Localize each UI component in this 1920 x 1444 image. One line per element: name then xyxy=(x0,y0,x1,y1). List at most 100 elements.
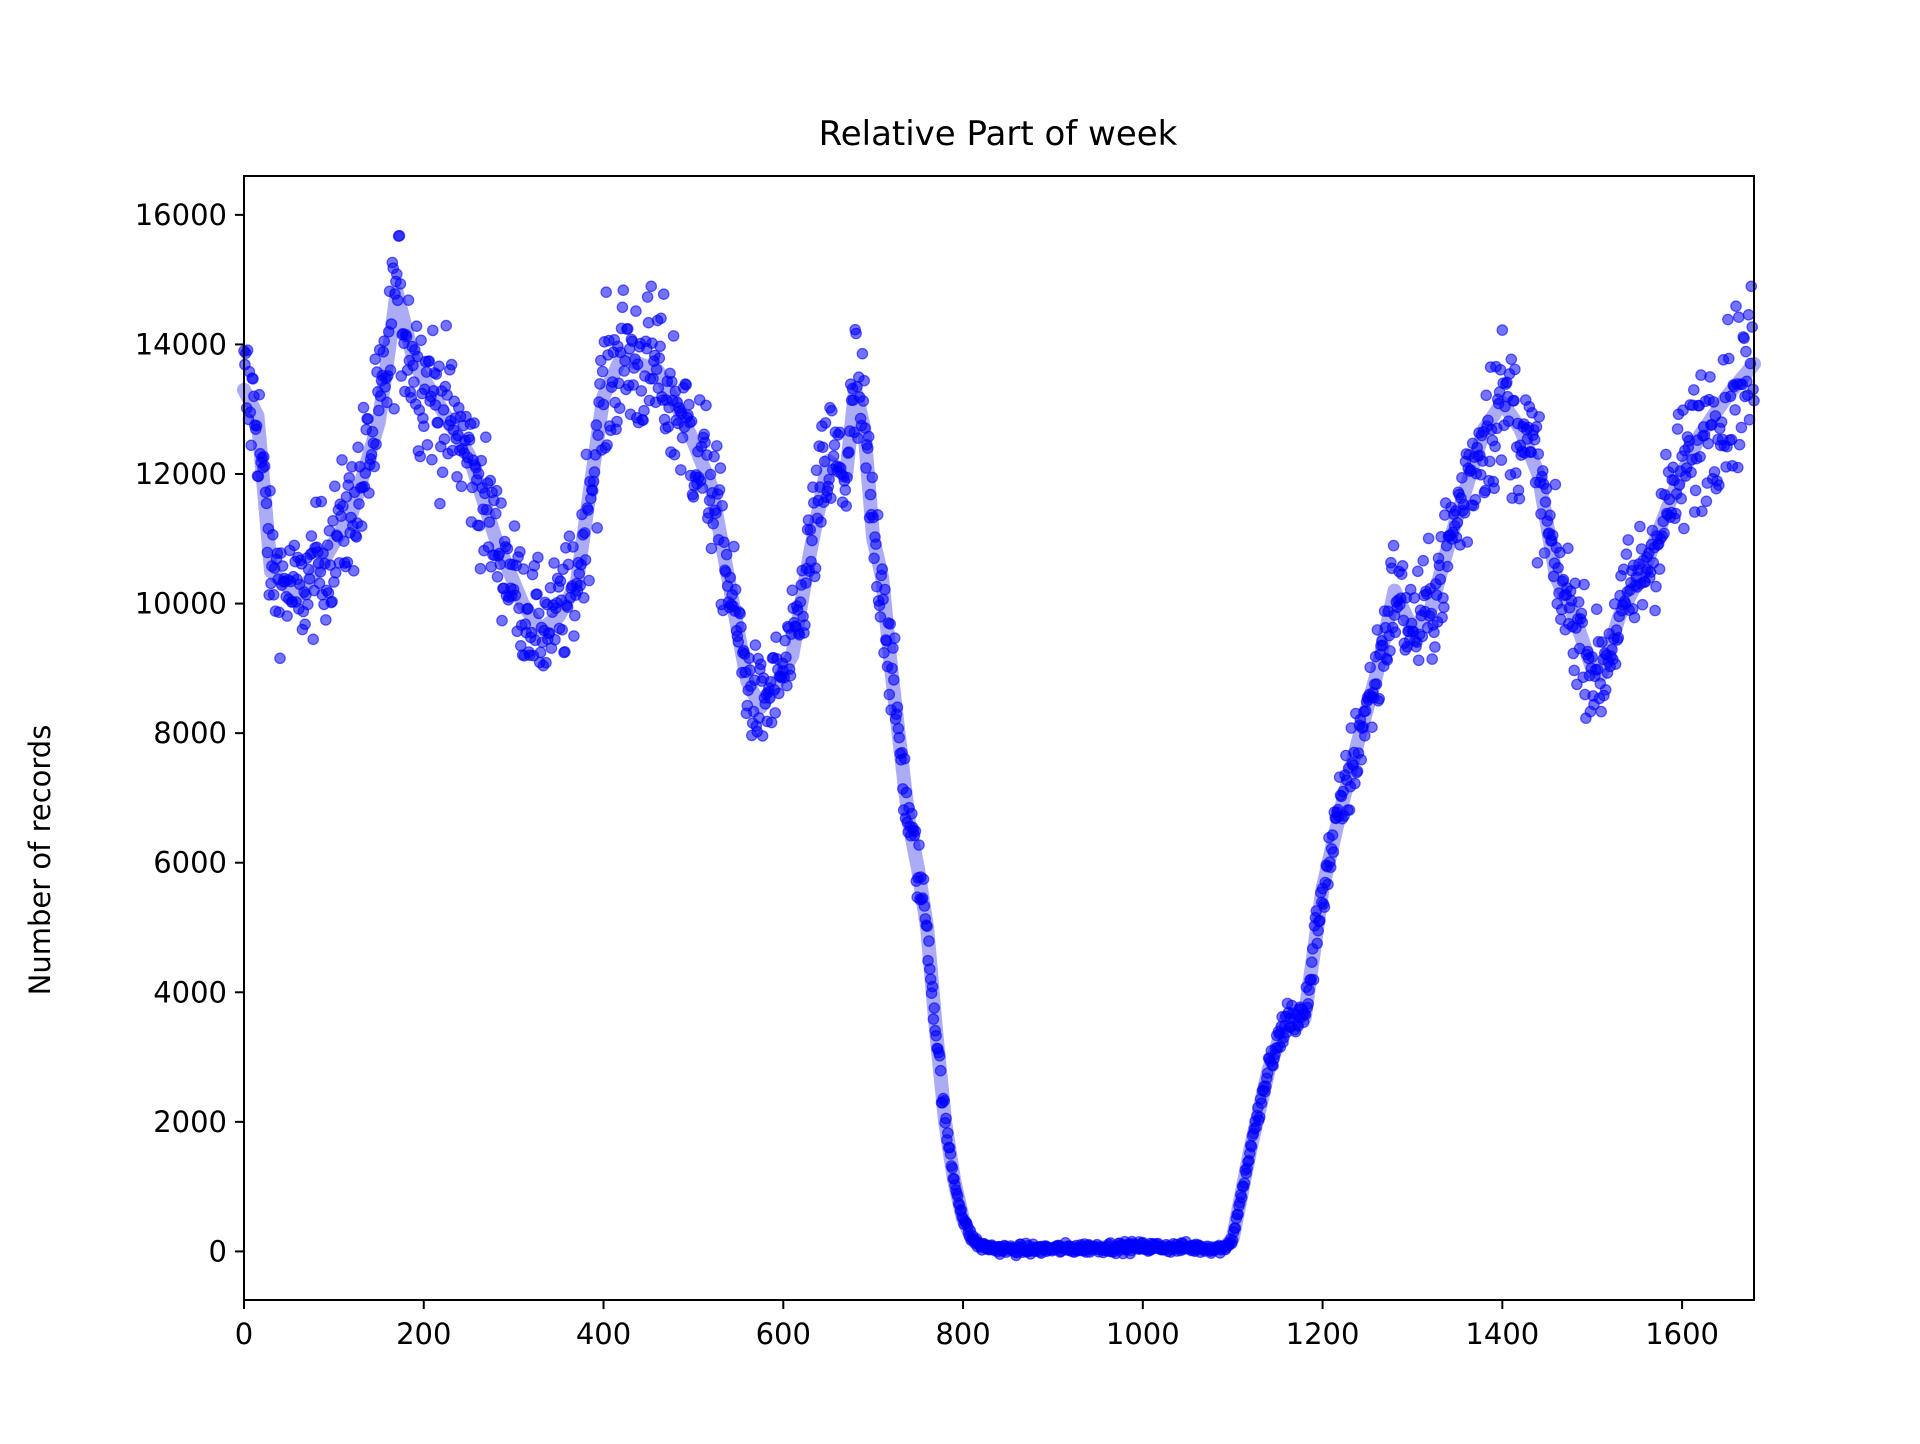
data-point xyxy=(562,558,575,571)
data-point xyxy=(799,619,811,631)
data-point xyxy=(728,540,740,553)
data-point xyxy=(699,436,711,449)
data-point xyxy=(534,646,547,659)
axes: 0 200 400 600 800 1000 1200 1400 160002000400060… xyxy=(135,175,1755,1351)
data-point xyxy=(781,679,793,692)
data-point xyxy=(1670,507,1682,520)
data-point xyxy=(630,305,642,317)
data-point xyxy=(930,1030,942,1042)
data-point xyxy=(710,507,722,519)
data-point xyxy=(554,575,567,587)
data-point xyxy=(1546,529,1559,542)
data-point xyxy=(494,558,506,570)
scatter-points xyxy=(238,229,1760,1262)
data-point xyxy=(825,404,838,417)
data-point xyxy=(563,530,576,542)
data-point xyxy=(816,441,829,454)
data-point xyxy=(522,602,534,615)
data-point xyxy=(887,674,900,686)
data-point xyxy=(549,633,561,646)
data-point xyxy=(1229,1222,1242,1234)
data-point xyxy=(888,632,901,644)
data-point xyxy=(438,433,451,445)
data-point xyxy=(417,420,430,433)
data-point xyxy=(1704,371,1716,383)
data-point xyxy=(247,373,259,385)
data-point xyxy=(483,516,496,528)
data-point xyxy=(341,556,354,568)
data-point xyxy=(734,607,746,620)
data-point xyxy=(1678,522,1690,535)
data-point xyxy=(815,516,827,528)
data-point xyxy=(350,531,363,543)
data-point xyxy=(1496,324,1509,336)
data-point xyxy=(594,378,606,390)
data-point xyxy=(1513,492,1526,505)
data-point xyxy=(1622,534,1634,546)
data-point xyxy=(253,388,266,401)
data-point xyxy=(440,319,452,332)
data-point xyxy=(729,583,742,596)
data-point xyxy=(357,401,370,414)
data-point xyxy=(1456,471,1468,484)
data-point xyxy=(1538,547,1551,559)
data-point xyxy=(274,652,286,665)
data-point xyxy=(1253,1111,1266,1123)
data-point xyxy=(754,658,767,671)
data-point xyxy=(1675,492,1687,505)
data-point xyxy=(618,365,630,377)
data-point xyxy=(923,963,936,975)
data-point xyxy=(708,450,720,463)
data-point xyxy=(637,414,649,426)
data-point xyxy=(1322,878,1334,891)
data-point xyxy=(261,546,274,559)
data-point xyxy=(241,344,254,356)
data-point xyxy=(426,453,438,466)
data-point xyxy=(1428,626,1440,639)
data-point xyxy=(363,487,375,499)
data-point xyxy=(328,576,340,588)
data-point xyxy=(305,530,318,542)
data-point xyxy=(674,464,687,476)
data-point xyxy=(343,471,355,484)
data-point xyxy=(841,471,853,484)
data-point xyxy=(1620,548,1633,560)
y-tick-label: 8000 xyxy=(153,716,227,750)
data-point xyxy=(1306,956,1318,968)
data-point xyxy=(871,508,884,521)
data-point xyxy=(368,460,381,473)
data-point xyxy=(1533,410,1545,423)
data-point xyxy=(1488,482,1500,495)
data-point xyxy=(391,294,404,307)
data-point xyxy=(1417,554,1429,567)
data-point xyxy=(426,324,439,337)
data-point xyxy=(1426,653,1438,665)
data-point xyxy=(1412,654,1425,667)
data-point xyxy=(1552,561,1564,574)
data-point xyxy=(336,454,348,466)
data-point xyxy=(381,396,393,409)
data-point xyxy=(1596,636,1608,648)
data-point xyxy=(921,920,933,933)
data-point xyxy=(823,473,835,486)
data-point xyxy=(944,1148,957,1160)
data-point xyxy=(1458,506,1471,519)
data-point xyxy=(353,498,365,510)
data-point xyxy=(631,358,644,371)
data-point xyxy=(806,534,818,547)
data-point xyxy=(491,570,504,583)
data-point xyxy=(1509,363,1521,376)
data-point xyxy=(455,480,468,493)
data-point xyxy=(1595,705,1607,718)
chart-title: Relative Part of week xyxy=(819,114,1178,154)
data-point xyxy=(1343,804,1356,816)
y-tick-label: 6000 xyxy=(153,846,227,880)
data-point xyxy=(436,466,449,479)
data-point xyxy=(827,450,840,462)
data-point xyxy=(1609,658,1622,670)
data-point xyxy=(1713,479,1725,491)
data-point xyxy=(433,360,445,373)
data-point xyxy=(918,900,931,912)
data-point xyxy=(819,417,832,429)
